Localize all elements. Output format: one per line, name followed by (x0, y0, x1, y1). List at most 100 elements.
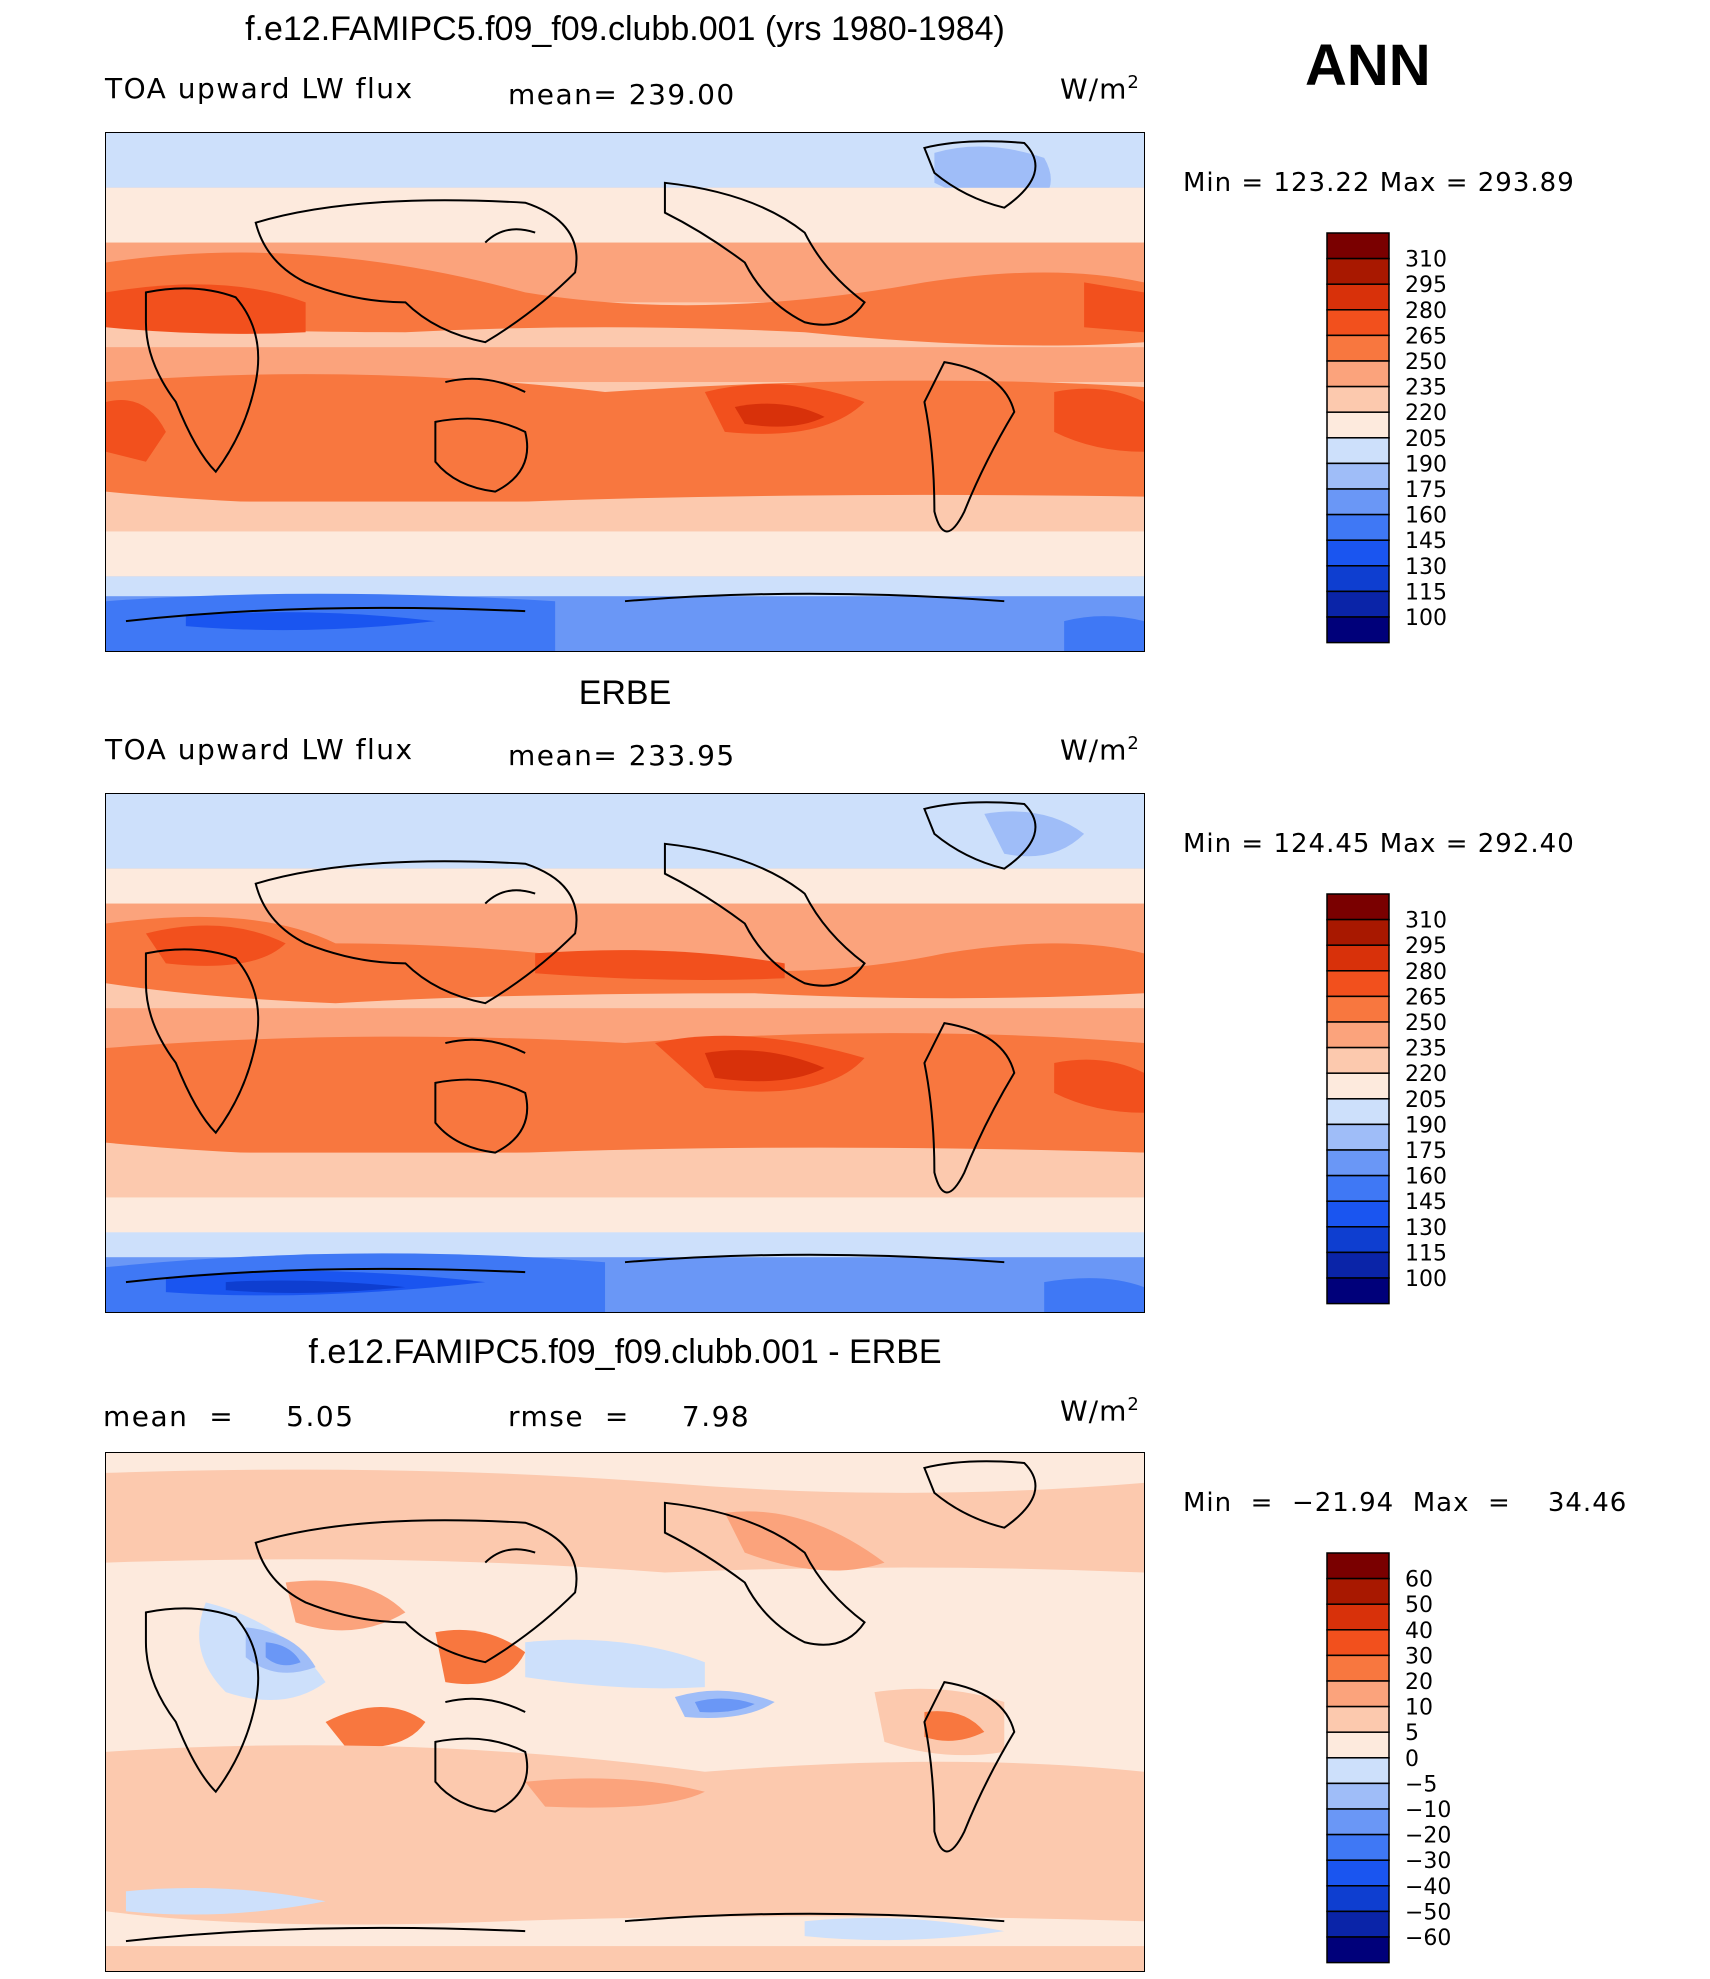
colorbar-swatch (1326, 513, 1390, 541)
colorbar-swatch (1326, 283, 1390, 311)
colorbar-tick-label: 0 (1405, 1747, 1419, 1772)
colorbar-swatch (1326, 893, 1390, 921)
colorbar-tick-label: 190 (1405, 1113, 1447, 1138)
colorbar-swatch (1326, 539, 1390, 567)
colorbar-swatch (1326, 1174, 1390, 1202)
colorbar-swatch (1326, 488, 1390, 516)
panel-3-units: W/m2 (1060, 1394, 1140, 1428)
colorbar-tick-label: 205 (1405, 1088, 1447, 1113)
colorbar-swatch (1326, 1654, 1390, 1682)
panel-1-variable-label: TOA upward LW flux (105, 72, 414, 105)
colorbar-swatch (1326, 309, 1390, 337)
colorbar-swatch (1326, 1021, 1390, 1049)
panel-1-units: W/m2 (1060, 72, 1140, 106)
colorbar-tick-label: 235 (1405, 1037, 1447, 1062)
colorbar-tick-label: 40 (1405, 1619, 1433, 1644)
colorbar-swatch (1326, 944, 1390, 972)
colorbar-tick-label: −50 (1405, 1900, 1451, 1925)
colorbar-tick-label: 190 (1405, 452, 1447, 477)
colorbar-swatch (1326, 1123, 1390, 1151)
panel-3-mean-label: mean = 5.05 (103, 1400, 355, 1433)
colorbar-swatch (1326, 232, 1390, 260)
panel-2-variable-label: TOA upward LW flux (105, 733, 414, 766)
panel-2-title: ERBE (578, 674, 672, 712)
colorbar-tick-label: 20 (1405, 1670, 1433, 1695)
colorbar-tick-label: 30 (1405, 1644, 1433, 1669)
colorbar-swatch (1326, 462, 1390, 490)
colorbar-swatch (1326, 970, 1390, 998)
colorbar-tick-label: 280 (1405, 299, 1447, 324)
colorbar-tick-label: 310 (1405, 248, 1447, 273)
colorbar-tick-label: −20 (1405, 1824, 1451, 1849)
season-label: ANN (1305, 33, 1431, 98)
colorbar-tick-label: 175 (1405, 1139, 1447, 1164)
panel-3-map (105, 1452, 1145, 1972)
colorbar-swatch (1326, 1629, 1390, 1657)
colorbar-tick-label: 100 (1405, 606, 1447, 631)
colorbar-tick-label: 235 (1405, 376, 1447, 401)
colorbar-tick-label: −30 (1405, 1849, 1451, 1874)
colorbar-swatch (1326, 385, 1390, 413)
colorbar-tick-label: 205 (1405, 427, 1447, 452)
colorbar-tick-label: 5 (1405, 1721, 1419, 1746)
colorbar-swatch (1326, 1603, 1390, 1631)
panel-1-colorbar: 3102952802652502352202051901751601451301… (1326, 232, 1447, 644)
colorbar-swatch (1326, 918, 1390, 946)
colorbar-swatch (1326, 257, 1390, 285)
colorbar-swatch (1326, 360, 1390, 388)
panel-2-mean-label: mean= 233.95 (508, 739, 736, 772)
colorbar-tick-label: 130 (1405, 555, 1447, 580)
colorbar-tick-label: 310 (1405, 909, 1447, 934)
colorbar-swatch (1326, 1731, 1390, 1759)
colorbar-swatch (1326, 1251, 1390, 1279)
colorbar-swatch (1326, 995, 1390, 1023)
colorbar-swatch (1326, 1705, 1390, 1733)
colorbar-tick-label: 220 (1405, 401, 1447, 426)
colorbar-swatch (1326, 616, 1390, 644)
colorbar-swatch (1326, 1859, 1390, 1887)
colorbar-tick-label: 295 (1405, 273, 1447, 298)
colorbar-swatch (1326, 1833, 1390, 1861)
colorbar-swatch (1326, 1552, 1390, 1580)
colorbar-swatch (1326, 1046, 1390, 1074)
colorbar-tick-label: 115 (1405, 580, 1447, 605)
colorbar-tick-label: 10 (1405, 1696, 1433, 1721)
colorbar-tick-label: 60 (1405, 1568, 1433, 1593)
colorbar-tick-label: 130 (1405, 1216, 1447, 1241)
colorbar-tick-label: 50 (1405, 1593, 1433, 1618)
colorbar-swatch (1326, 1910, 1390, 1938)
colorbar-swatch (1326, 1808, 1390, 1836)
colorbar-swatch (1326, 1577, 1390, 1605)
colorbar-swatch (1326, 565, 1390, 593)
colorbar-tick-label: 145 (1405, 1190, 1447, 1215)
colorbar-swatch (1326, 1885, 1390, 1913)
colorbar-tick-label: −40 (1405, 1875, 1451, 1900)
colorbar-tick-label: 280 (1405, 960, 1447, 985)
panel-3-minmax: Min = −21.94 Max = 34.46 (1183, 1488, 1628, 1518)
colorbar-swatch (1326, 1680, 1390, 1708)
colorbar-tick-label: −60 (1405, 1926, 1451, 1951)
colorbar-swatch (1326, 1149, 1390, 1177)
colorbar-swatch (1326, 1277, 1390, 1305)
colorbar-tick-label: 295 (1405, 934, 1447, 959)
colorbar-tick-label: 265 (1405, 324, 1447, 349)
colorbar-swatch (1326, 1226, 1390, 1254)
panel-2-map (105, 793, 1145, 1313)
colorbar-swatch (1326, 437, 1390, 465)
panel-3-title: f.e12.FAMIPC5.f09_f09.clubb.001 - ERBE (308, 1333, 942, 1371)
panel-3-rmse-label: rmse = 7.98 (508, 1400, 751, 1433)
colorbar-tick-label: 115 (1405, 1241, 1447, 1266)
colorbar-swatch (1326, 334, 1390, 362)
colorbar-tick-label: 265 (1405, 985, 1447, 1010)
colorbar-tick-label: 220 (1405, 1062, 1447, 1087)
panel-1-minmax: Min = 123.22 Max = 293.89 (1183, 168, 1575, 198)
panel-1-mean-label: mean= 239.00 (508, 78, 736, 111)
panel-1-title: f.e12.FAMIPC5.f09_f09.clubb.001 (yrs 198… (245, 10, 1005, 48)
colorbar-swatch (1326, 411, 1390, 439)
colorbar-swatch (1326, 1072, 1390, 1100)
colorbar-swatch (1326, 1936, 1390, 1964)
colorbar-tick-label: 160 (1405, 504, 1447, 529)
panel-2-colorbar: 3102952802652502352202051901751601451301… (1326, 893, 1447, 1305)
colorbar-tick-label: 175 (1405, 478, 1447, 503)
colorbar-tick-label: 250 (1405, 350, 1447, 375)
